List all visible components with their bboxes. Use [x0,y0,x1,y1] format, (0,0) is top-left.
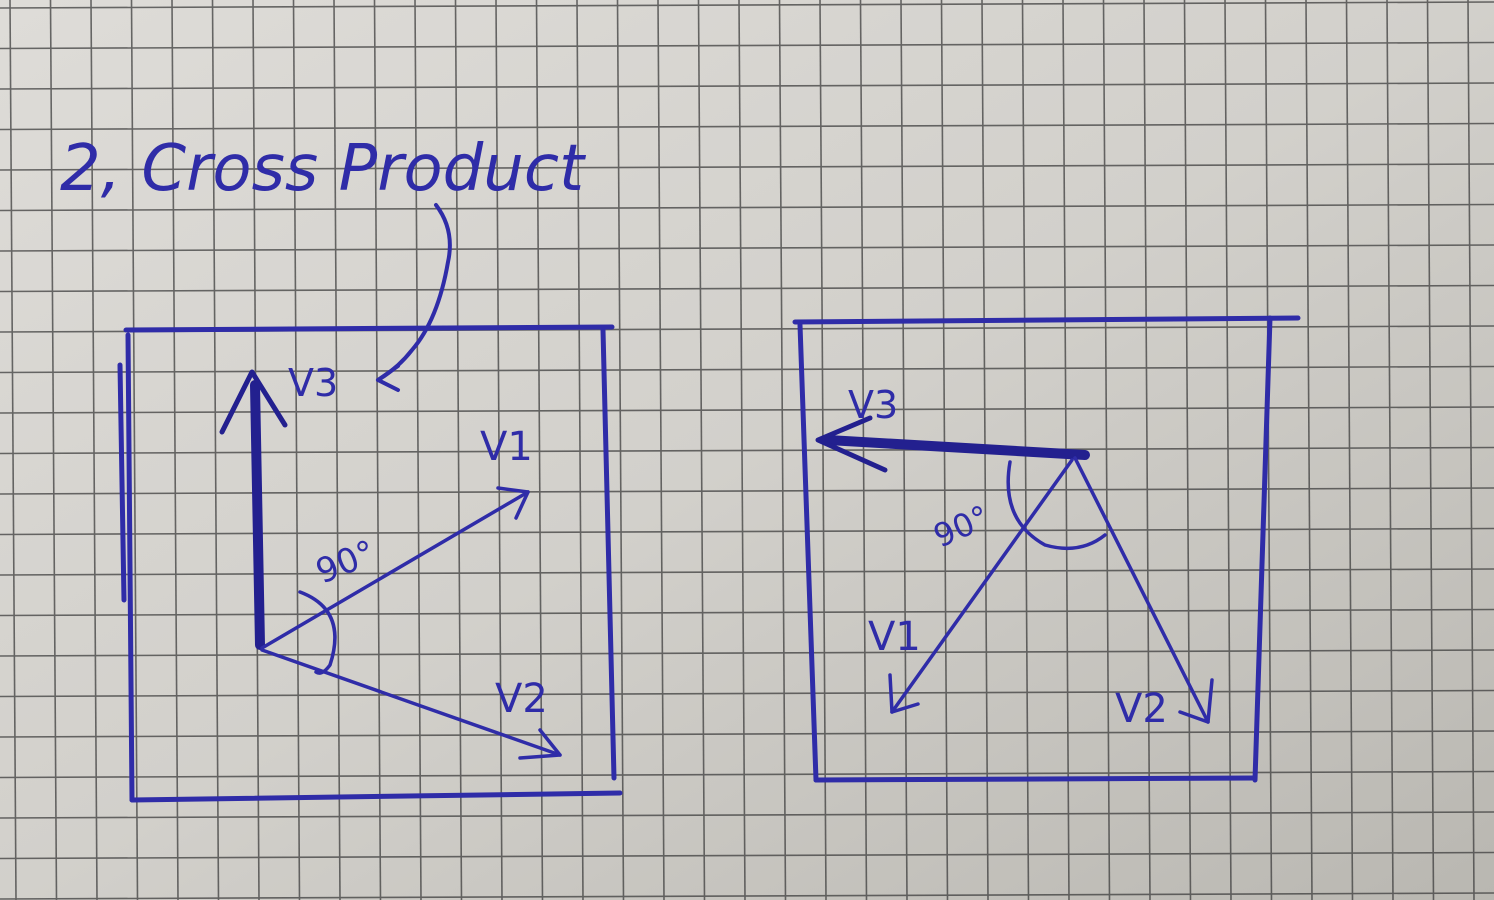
left-v1-label: V1 [480,424,533,470]
right-v2-label: V2 [1115,686,1168,732]
grid-line-horizontal [0,41,1494,50]
grid-line-horizontal [0,770,1494,779]
left-v3-arrow [219,369,288,650]
grid-line-horizontal [0,446,1494,455]
grid-line-horizontal [0,649,1494,657]
grid-line-horizontal [0,892,1494,900]
grid-line-vertical [171,0,179,900]
grid-line-horizontal [0,163,1494,171]
left-v2-arrow [260,648,562,760]
grid-line-vertical [9,0,17,900]
grid-line-horizontal [0,568,1494,576]
grid-line-vertical [495,0,503,900]
grid-line-horizontal [0,487,1494,495]
grid-line-vertical [657,0,665,900]
grid-line-horizontal [0,203,1494,212]
grid-line-vertical [1183,0,1192,900]
right-v2-arrow [1073,456,1214,724]
right-v3-label: V3 [848,383,898,427]
grid-line-vertical [90,0,98,900]
grid-line-horizontal [0,689,1494,698]
grid-line-vertical [1264,0,1273,900]
left-v1-arrow [260,486,530,650]
right-angle-arc [1006,460,1107,551]
grid-line-vertical [1143,0,1151,900]
grid-line-horizontal [0,1,1494,9]
right-v3-arrow [815,415,1090,473]
grid-line-vertical [454,0,463,900]
left-diagram: V3 V1 V2 90° [117,324,623,803]
grid-line-horizontal [0,244,1494,252]
grid-line-vertical [1102,0,1111,900]
grid-line-vertical [49,0,58,900]
grid-line-horizontal [0,122,1494,131]
title-pointer-arrow [376,203,452,392]
grid-line-horizontal [0,527,1494,536]
grid-line-vertical [414,0,422,900]
grid-line-vertical [1426,0,1435,900]
left-v2-label: V2 [495,676,548,722]
grid-line-horizontal [0,730,1494,738]
right-v1-label: V1 [868,614,921,660]
grid-line-horizontal [0,851,1494,860]
grid-line-horizontal [0,284,1494,293]
right-frame [792,315,1301,783]
right-v1-arrow [888,458,1074,714]
grid-line-vertical [576,0,584,900]
grid-line-vertical [292,0,301,900]
right-diagram: V3 V1 V2 90° [792,315,1301,783]
grid-line-vertical [1386,0,1394,900]
grid-line-horizontal [0,811,1494,819]
grid-line-vertical [1224,0,1232,900]
grid-line-horizontal [0,365,1494,374]
grid-line-horizontal [0,82,1494,90]
grid-line-vertical [1345,0,1354,900]
grid-line-vertical [373,0,382,900]
grid-line-vertical [616,0,625,900]
left-v3-label: V3 [288,361,338,405]
left-angle-arc [298,590,337,675]
page-title: 2, Cross Product [60,132,587,206]
grid-line-horizontal [0,608,1494,617]
grid-line-vertical [130,0,139,900]
grid-line-vertical [1305,0,1313,900]
grid-line-vertical [1467,0,1475,900]
grid-line-vertical [211,0,220,900]
grid-line-vertical [333,0,341,900]
left-frame [117,324,623,803]
grid-line-horizontal [0,406,1494,414]
